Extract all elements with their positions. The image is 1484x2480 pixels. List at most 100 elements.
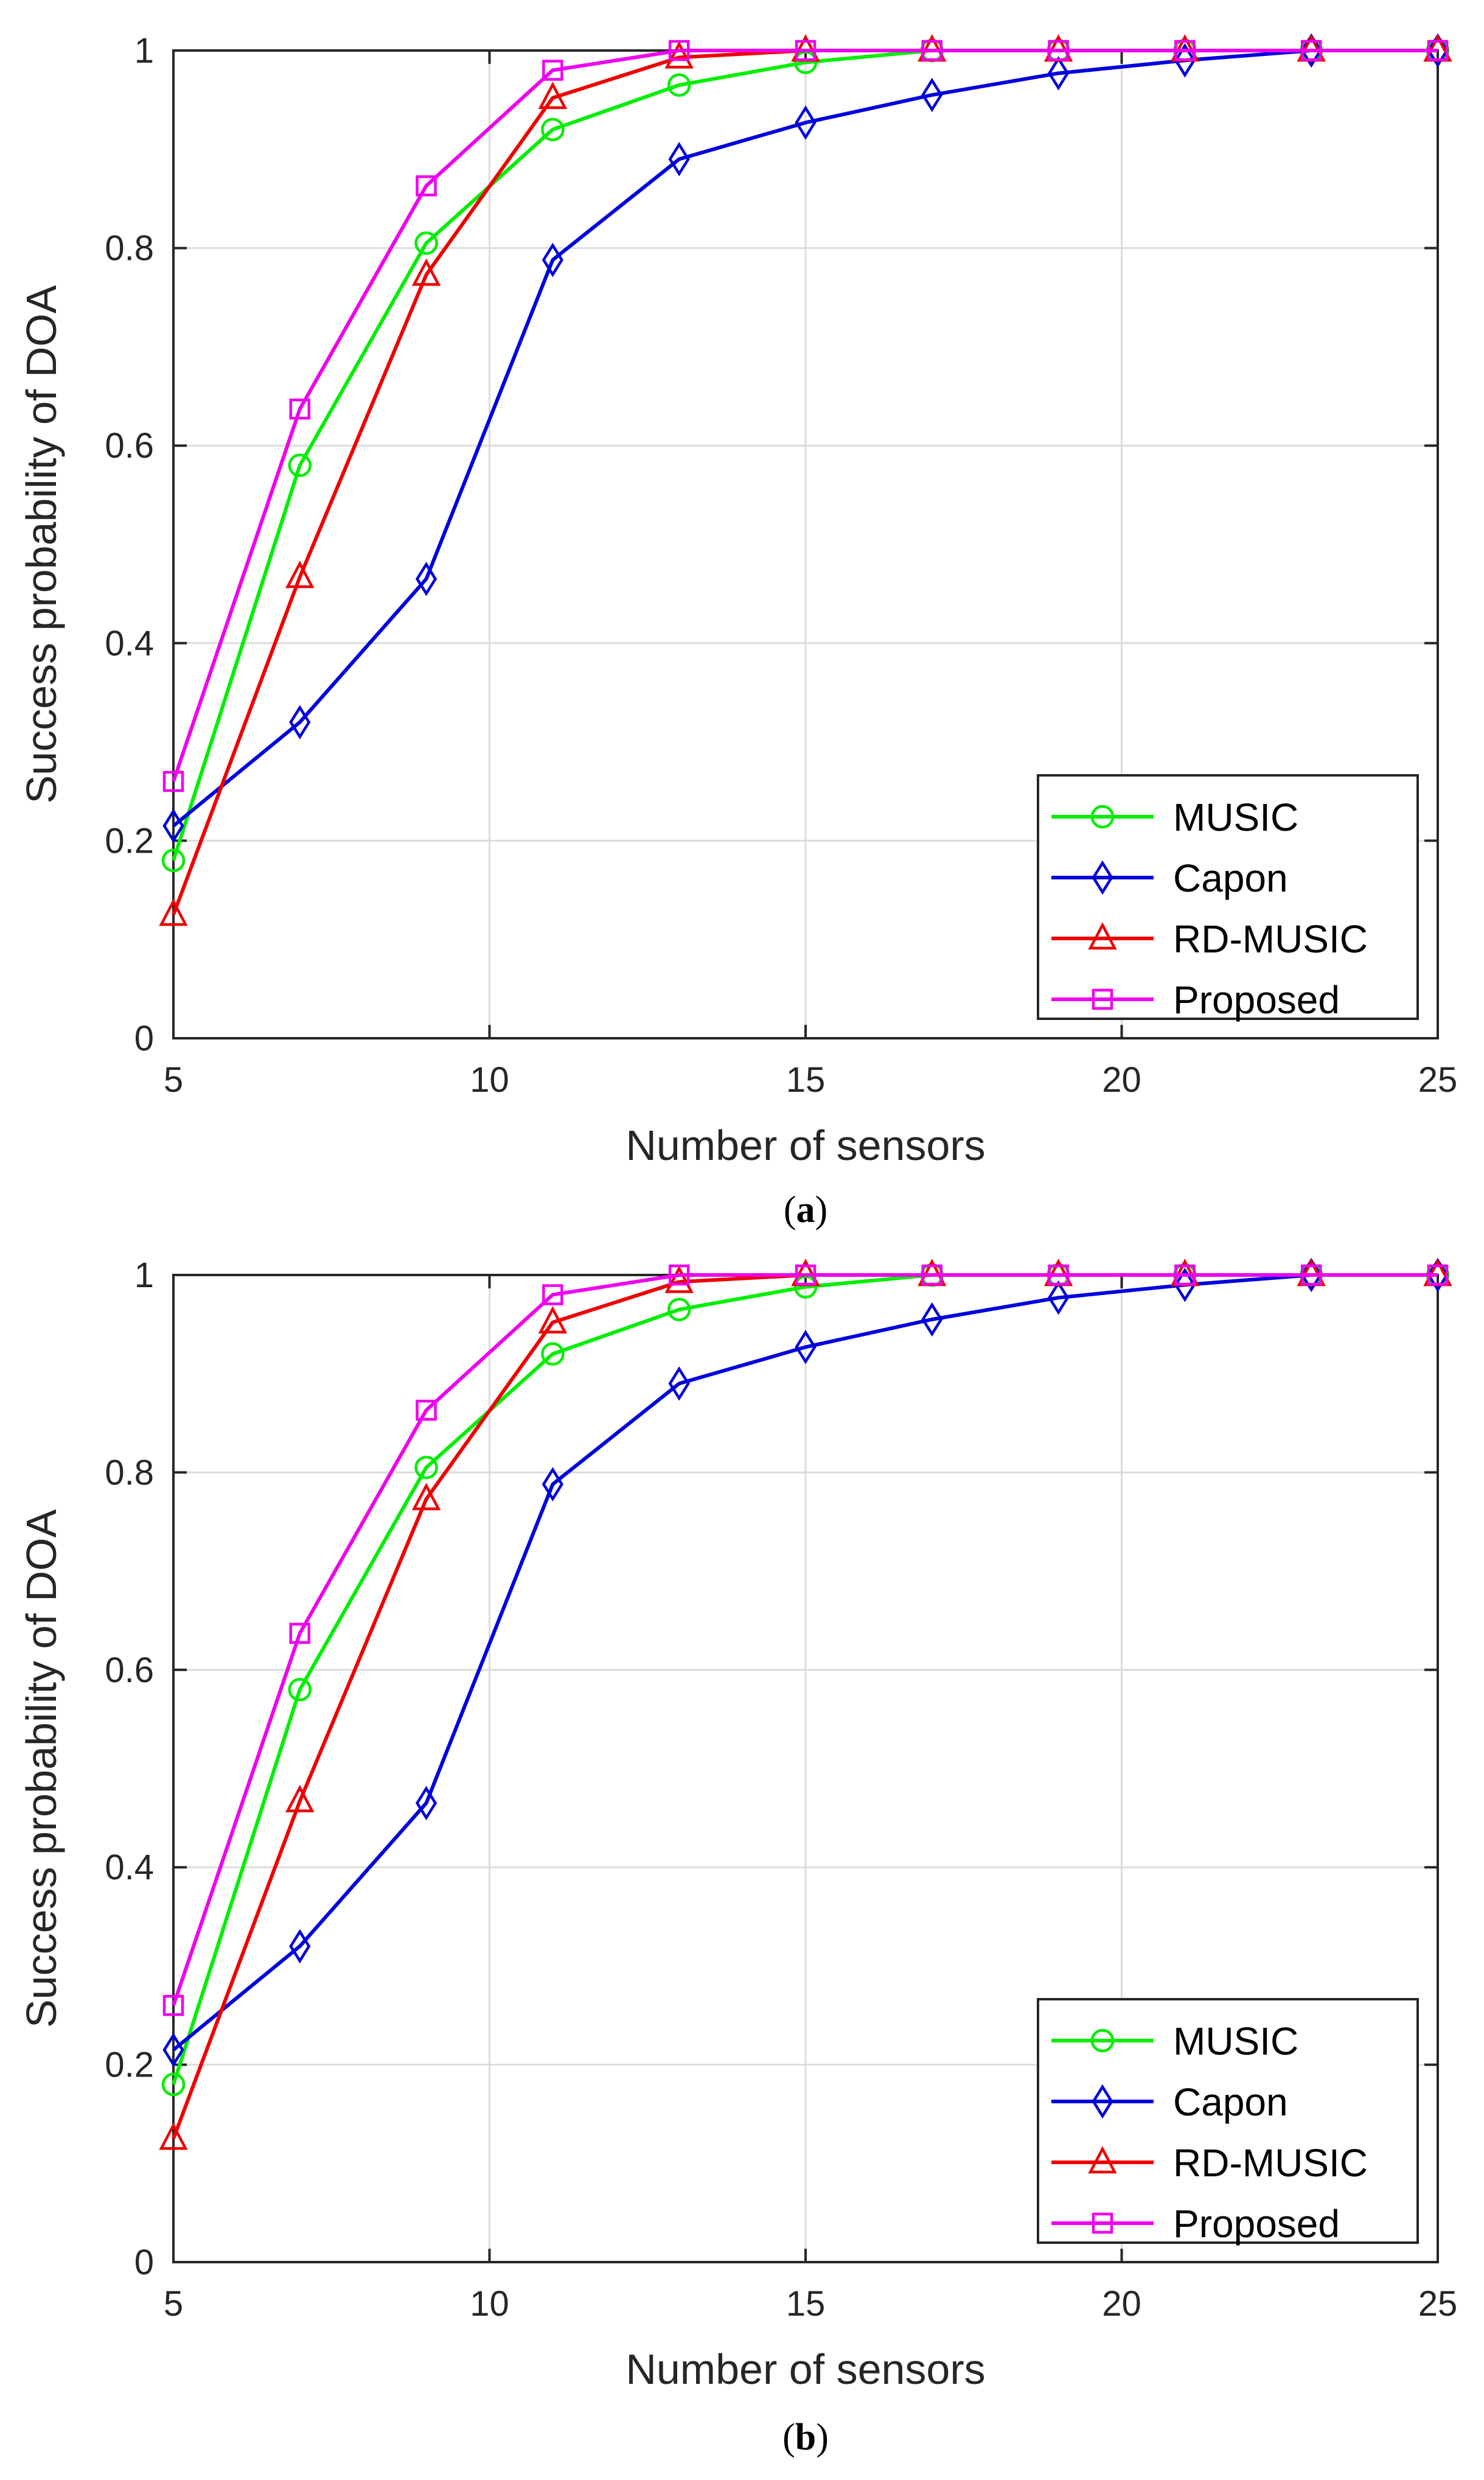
data-point [1300, 40, 1322, 61]
data-point [288, 453, 312, 477]
data-point [162, 2033, 184, 2067]
legend-label: Capon [1173, 2080, 1288, 2124]
y-tick-label: 0.2 [105, 821, 154, 861]
legend-label: Proposed [1173, 2202, 1340, 2246]
legend-entry: MUSIC [1051, 2019, 1298, 2063]
data-point [1047, 1280, 1070, 1315]
data-point [538, 82, 568, 110]
data-point [668, 40, 690, 61]
y-tick-label: 0.8 [105, 1453, 154, 1492]
y-tick-label: 0.2 [105, 2045, 154, 2085]
legend-entry: Proposed [1051, 978, 1340, 1022]
caption-paren-open: ( [782, 2417, 795, 2458]
data-point [667, 73, 691, 97]
y-tick-label: 1 [134, 31, 154, 71]
legend-label: RD-MUSIC [1173, 2141, 1368, 2185]
legend-entry: Capon [1051, 2080, 1288, 2124]
data-point [664, 41, 694, 69]
data-point [1174, 1267, 1196, 1302]
data-point [1048, 1264, 1069, 1286]
x-tick-label: 15 [786, 2284, 826, 2324]
data-point [668, 1264, 690, 1286]
data-point [159, 898, 188, 926]
data-point [289, 1622, 311, 1644]
caption-paren-open: ( [784, 1189, 796, 1231]
data-point [795, 105, 817, 140]
legend-entry: Capon [1051, 856, 1288, 900]
data-point [542, 1467, 564, 1502]
y-tick-label: 0.8 [105, 229, 154, 268]
data-point [1300, 1264, 1322, 1286]
data-point [289, 1929, 311, 1964]
legend-entry: RD-MUSIC [1051, 2141, 1368, 2185]
data-point [542, 60, 563, 81]
series-line [172, 49, 1438, 828]
data-point [667, 1298, 691, 1322]
data-point [1427, 33, 1449, 68]
legend-marker [1090, 2028, 1115, 2053]
caption-paren-close: ) [816, 2417, 829, 2458]
data-point [416, 1399, 437, 1421]
data-point [411, 1483, 441, 1511]
data-point [921, 1264, 943, 1286]
data-point [795, 40, 817, 61]
data-point [162, 808, 184, 844]
data-point [161, 848, 186, 873]
data-point [541, 117, 565, 142]
data-point [416, 175, 437, 197]
x-tick-label: 20 [1102, 2284, 1141, 2324]
legend: MUSIC Capon RD-MUSIC Proposed [1037, 1998, 1419, 2246]
data-point [289, 705, 311, 739]
x-tick-label: 5 [164, 1060, 183, 1100]
data-point [795, 1330, 817, 1364]
chart-panel-b: 5 10 15 20 25 0 0.2 0.4 0.6 0.8 1 Number of sensors… [18, 1256, 1457, 2458]
x-tick-label: 25 [1418, 2284, 1458, 2324]
x-axis-title: Number of sensors [625, 2346, 985, 2393]
legend-label: Capon [1173, 856, 1288, 900]
data-point [1048, 40, 1069, 61]
data-point [542, 1284, 563, 1305]
series-line [172, 1273, 1438, 2052]
data-point [1427, 1257, 1449, 1293]
data-point [415, 1786, 437, 1821]
x-tick-label: 15 [786, 1060, 826, 1100]
legend-marker [1090, 805, 1115, 829]
data-point [1174, 1264, 1196, 1286]
data-point [285, 1784, 315, 1812]
data-point [664, 1265, 694, 1293]
data-point [542, 242, 564, 278]
data-point [795, 1264, 817, 1286]
legend-marker [1088, 922, 1117, 950]
legend-label: Proposed [1173, 978, 1340, 1022]
caption-paren-close: ) [815, 1189, 828, 1231]
data-point [1427, 40, 1449, 61]
data-point [1300, 33, 1322, 68]
data-point [162, 1995, 184, 2016]
data-point [161, 2072, 186, 2097]
chart-panel-a: 5 10 15 20 25 0 0.2 0.4 0.6 0.8 1 Number of sensors… [18, 31, 1457, 1231]
y-tick-label: 0.4 [105, 1848, 154, 1887]
x-tick-label: 25 [1418, 1060, 1458, 1100]
y-tick-label: 1 [134, 1256, 154, 1295]
series-proposed [162, 1264, 1449, 2016]
data-point [668, 142, 690, 176]
y-tick-label: 0.4 [105, 624, 154, 663]
caption-letter: b [795, 2417, 816, 2458]
data-point [411, 258, 441, 286]
legend-marker [1092, 988, 1113, 1010]
legend-label: RD-MUSIC [1173, 917, 1368, 961]
data-point [162, 770, 184, 792]
data-point [285, 561, 315, 589]
x-tick-label: 5 [164, 2284, 183, 2324]
data-point [288, 1677, 312, 1702]
data-point [1047, 56, 1070, 91]
x-axis-title: Number of sensors [625, 1122, 985, 1169]
series-line [172, 49, 1438, 782]
legend-marker [1092, 860, 1113, 895]
legend-entry: MUSIC [1051, 795, 1298, 839]
data-point [414, 231, 438, 255]
legend: MUSIC Capon RD-MUSIC Proposed [1037, 774, 1419, 1022]
legend-marker [1088, 2146, 1117, 2174]
data-point [289, 398, 311, 420]
